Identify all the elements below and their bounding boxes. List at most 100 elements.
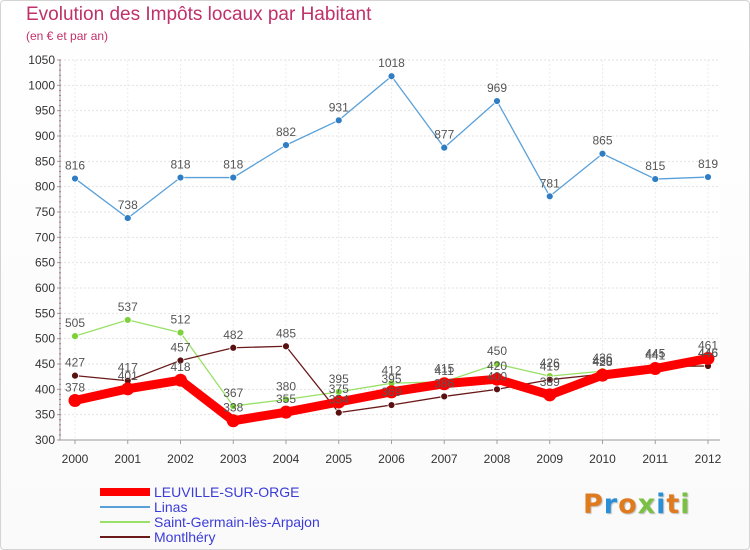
- logo-letter: i: [680, 489, 691, 520]
- data-point: [174, 373, 187, 387]
- data-point: [493, 97, 501, 105]
- y-tick-label: 500: [35, 332, 55, 346]
- y-tick-label: 750: [35, 205, 55, 219]
- x-tick-label: 2008: [484, 452, 511, 466]
- data-point: [279, 405, 293, 419]
- data-point: [545, 192, 554, 201]
- data-point: [493, 385, 501, 394]
- data-point: [437, 377, 451, 391]
- data-label: 436: [592, 351, 612, 365]
- data-point: [701, 351, 715, 365]
- legend-label: Saint-Germain-lès-Arpajon: [154, 514, 320, 530]
- data-label: 446: [698, 346, 718, 360]
- data-label: 485: [276, 326, 296, 340]
- data-point: [229, 173, 238, 182]
- data-label: 445: [645, 347, 665, 361]
- x-tick-label: 2004: [273, 452, 300, 466]
- x-tick-label: 2000: [62, 452, 89, 466]
- data-point: [387, 72, 396, 81]
- legend-swatch: [100, 488, 150, 496]
- data-point: [334, 116, 343, 125]
- data-label: 441: [645, 349, 665, 363]
- data-label: 446: [698, 346, 718, 360]
- chart-title: Evolution des Impôts locaux par Habitant: [26, 4, 372, 25]
- x-tick-label: 2002: [167, 452, 194, 466]
- y-tick-label: 400: [35, 382, 55, 396]
- data-label: 400: [487, 369, 507, 383]
- data-label: 412: [381, 363, 401, 377]
- data-point: [440, 392, 449, 401]
- data-point: [226, 414, 240, 428]
- x-tick-label: 2001: [114, 452, 141, 466]
- data-point: [123, 214, 132, 222]
- legend-swatch: [100, 536, 150, 538]
- y-tick-label: 850: [35, 154, 55, 168]
- data-point: [176, 356, 185, 365]
- data-point: [490, 372, 504, 386]
- logo-letter: x: [637, 489, 657, 520]
- data-label: 401: [118, 369, 138, 383]
- data-point: [387, 401, 396, 409]
- data-label: 395: [329, 372, 349, 386]
- data-point: [543, 388, 557, 402]
- data-label: 427: [65, 356, 85, 370]
- data-label: 367: [223, 386, 243, 400]
- data-point: [68, 393, 82, 407]
- data-label: 428: [592, 355, 612, 369]
- y-tick-label: 600: [35, 281, 55, 295]
- data-label: 415: [434, 362, 454, 376]
- y-tick-label: 650: [35, 256, 55, 270]
- data-label: 378: [65, 380, 85, 394]
- data-label: 419: [540, 360, 560, 374]
- data-point: [282, 395, 290, 404]
- data-label: 865: [592, 134, 612, 148]
- data-point: [123, 316, 132, 324]
- x-tick-label: 2010: [589, 452, 616, 466]
- data-point: [176, 328, 185, 337]
- data-point: [704, 173, 712, 181]
- logo-letter: i: [656, 489, 667, 520]
- data-point: [121, 382, 135, 396]
- x-tick-label: 2005: [325, 452, 352, 466]
- data-point: [71, 174, 79, 183]
- data-point: [229, 402, 238, 410]
- y-tick-label: 350: [35, 408, 55, 422]
- y-tick-label: 950: [35, 104, 55, 118]
- chart-subtitle: (en € et par an): [26, 29, 109, 43]
- data-label: 418: [170, 360, 190, 374]
- data-label: 816: [65, 159, 85, 173]
- data-point: [176, 173, 185, 182]
- data-label: 512: [170, 313, 190, 327]
- data-point: [334, 408, 343, 417]
- y-tick-label: 1000: [28, 78, 55, 92]
- data-label: 445: [645, 347, 665, 361]
- data-label: 380: [276, 379, 296, 393]
- logo-letter: P: [583, 489, 604, 520]
- data-label: 1018: [378, 56, 405, 70]
- data-point: [598, 149, 607, 158]
- y-tick-label: 300: [35, 433, 55, 447]
- data-label: 417: [118, 361, 138, 375]
- data-label: 505: [65, 316, 85, 330]
- data-point: [332, 395, 346, 409]
- data-label: 781: [540, 176, 560, 190]
- data-label: 818: [223, 158, 243, 172]
- data-label: 877: [434, 128, 454, 142]
- x-tick-label: 2012: [695, 452, 722, 466]
- data-label: 411: [435, 364, 454, 378]
- data-label: 931: [329, 100, 349, 114]
- data-label: 420: [487, 359, 507, 373]
- data-point: [229, 343, 238, 352]
- data-label: 450: [487, 344, 507, 358]
- legend-swatch: [100, 521, 150, 523]
- data-point: [71, 332, 79, 341]
- data-label: 386: [434, 376, 454, 390]
- legend-label: Montlhéry: [154, 529, 216, 545]
- data-label: 537: [118, 300, 138, 314]
- data-label: 354: [329, 393, 349, 407]
- data-point: [596, 368, 609, 382]
- legend-label: LEUVILLE-SUR-ORGE: [154, 484, 300, 500]
- data-label: 461: [698, 338, 718, 352]
- data-point: [282, 141, 290, 150]
- data-label: 426: [540, 356, 560, 370]
